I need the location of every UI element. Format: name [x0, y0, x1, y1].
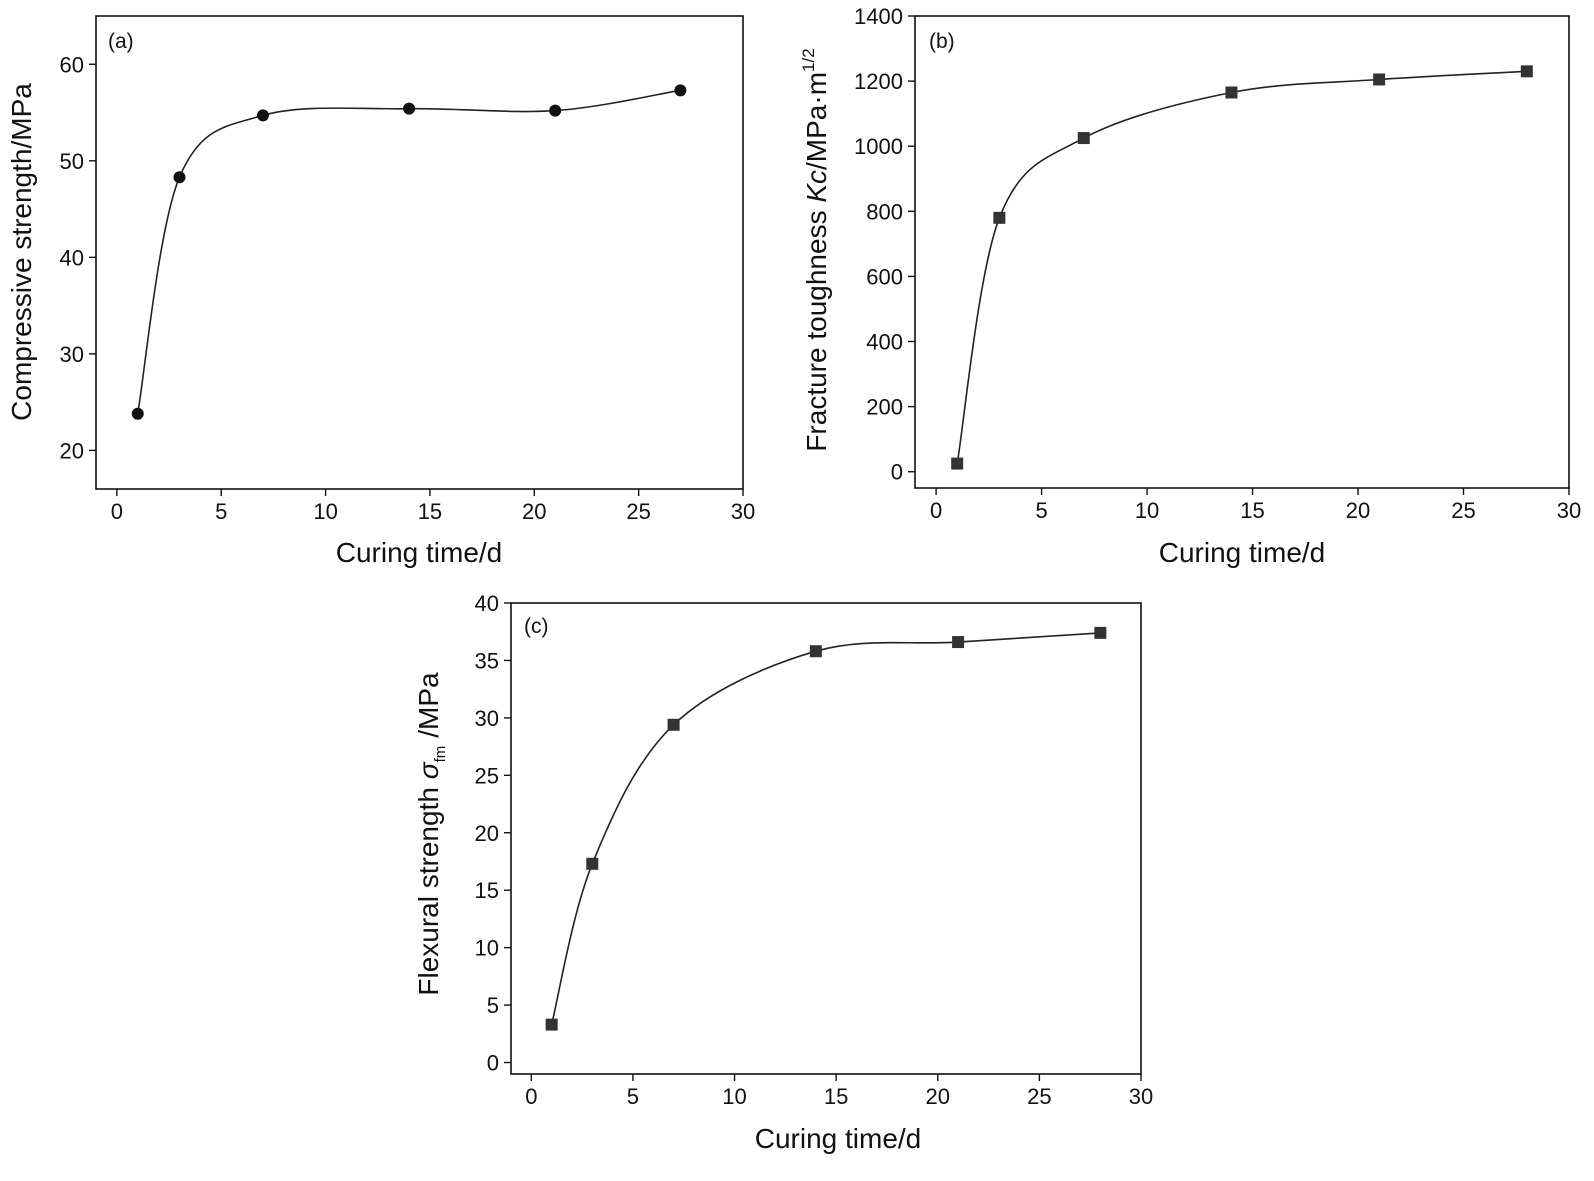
data-point — [545, 1018, 558, 1031]
data-point — [667, 718, 680, 731]
x-tick-label: 0 — [930, 498, 942, 523]
data-point — [403, 102, 416, 115]
panel-c-fit-curve — [550, 632, 1101, 1025]
x-tick-label: 5 — [627, 1084, 639, 1109]
y-tick-label: 35 — [475, 648, 499, 673]
y-tick-label: 50 — [60, 149, 84, 174]
panel-a-compressive-strength: (a) 0 5 10 15 20 25 30 20 30 40 50 60 Curing time/d… — [6, 15, 756, 568]
panel-c-y-title-unit: /MPa — [413, 672, 444, 738]
data-point — [549, 104, 562, 117]
panel-a-x-axis-title: Curing time/d — [336, 537, 503, 568]
panel-a-plot-frame — [95, 15, 744, 490]
panel-b-y-title-unit: /MPa·m — [801, 72, 832, 170]
panel-c-y-title-prefix: Flexural strength — [413, 779, 444, 995]
panel-b-x-axis-title: Curing time/d — [1159, 537, 1326, 568]
panel-c-x-axis-title: Curing time/d — [755, 1123, 922, 1154]
x-tick-label: 25 — [1451, 498, 1475, 523]
x-tick-label: 10 — [1135, 498, 1159, 523]
panel-b-data-points — [951, 65, 1533, 470]
panel-a-data-points — [131, 84, 687, 420]
data-point — [586, 857, 599, 870]
panel-b-y-title-symbol: Kc — [801, 170, 832, 203]
data-point — [256, 109, 269, 122]
data-point — [951, 457, 964, 470]
data-point — [173, 171, 186, 184]
panel-c-y-axis-title: Flexural strength σfm/MPa — [413, 672, 449, 996]
panel-c-flexural-strength: (c) 0 5 10 15 20 25 30 0 5 10 15 20 25 30 35 40 Curing … — [413, 591, 1153, 1154]
panel-a-y-axis-title: Compressive strength/MPa — [6, 83, 37, 421]
data-point — [1094, 626, 1107, 639]
y-tick-label: 0 — [487, 1051, 499, 1076]
x-tick-label: 20 — [1346, 498, 1370, 523]
y-tick-label: 5 — [487, 993, 499, 1018]
y-tick-label: 800 — [866, 199, 903, 224]
x-tick-label: 30 — [1129, 1084, 1153, 1109]
x-tick-label: 5 — [1035, 498, 1047, 523]
y-tick-label: 400 — [866, 330, 903, 355]
panel-b-fracture-toughness: (b) 0 5 10 15 20 25 30 0 200 400 600 800 1000 1200 140… — [799, 4, 1581, 568]
data-point — [674, 84, 687, 97]
panel-b-y-title-prefix: Fracture toughness — [801, 203, 832, 452]
x-tick-label: 30 — [1557, 498, 1581, 523]
x-tick-label: 20 — [522, 499, 546, 524]
data-point — [1225, 86, 1238, 99]
y-tick-label: 20 — [475, 821, 499, 846]
data-point — [1520, 65, 1533, 78]
y-tick-label: 200 — [866, 395, 903, 420]
panel-c-data-points — [545, 626, 1107, 1031]
y-tick-label: 40 — [475, 591, 499, 616]
y-tick-label: 10 — [475, 936, 499, 961]
panel-b-ticks: 0 5 10 15 20 25 30 0 200 400 600 800 1000 1200 1400 — [854, 4, 1581, 523]
x-tick-label: 10 — [722, 1084, 746, 1109]
panel-c-y-title-subscript: fm — [432, 746, 449, 763]
x-tick-label: 20 — [926, 1084, 950, 1109]
y-tick-label: 1000 — [854, 134, 903, 159]
x-tick-label: 25 — [1027, 1084, 1051, 1109]
y-tick-label: 30 — [60, 342, 84, 367]
data-point — [993, 211, 1006, 224]
panel-c-plot-frame — [510, 602, 1142, 1075]
x-tick-label: 15 — [824, 1084, 848, 1109]
y-tick-label: 1400 — [854, 4, 903, 29]
x-tick-label: 25 — [626, 499, 650, 524]
y-tick-label: 0 — [891, 460, 903, 485]
panel-b-y-title-exponent: 1/2 — [799, 48, 818, 72]
data-point — [131, 407, 144, 420]
y-tick-label: 40 — [60, 245, 84, 270]
panel-b-plot-frame — [914, 15, 1570, 489]
y-tick-label: 1200 — [854, 69, 903, 94]
x-tick-label: 30 — [731, 499, 755, 524]
data-point — [809, 645, 822, 658]
panel-c-ticks: 0 5 10 15 20 25 30 0 5 10 15 20 25 30 35 40 — [475, 591, 1154, 1109]
x-tick-label: 0 — [525, 1084, 537, 1109]
data-point — [1077, 132, 1090, 145]
x-tick-label: 15 — [1240, 498, 1264, 523]
panel-b-label: (b) — [929, 30, 955, 53]
y-tick-label: 25 — [475, 763, 499, 788]
panel-b-y-axis-title: Fracture toughness Kc/MPa·m1/2 — [799, 48, 832, 451]
y-tick-label: 15 — [475, 878, 499, 903]
data-point — [952, 636, 965, 649]
x-tick-label: 0 — [111, 499, 123, 524]
y-tick-label: 600 — [866, 264, 903, 289]
x-tick-label: 5 — [215, 499, 227, 524]
panel-a-fit-curve — [136, 89, 681, 414]
x-tick-label: 10 — [313, 499, 337, 524]
panel-a-label: (a) — [108, 30, 134, 53]
panel-c-label: (c) — [524, 615, 549, 638]
panel-a-ticks: 0 5 10 15 20 25 30 20 30 40 50 60 — [60, 52, 756, 524]
data-point — [1373, 73, 1386, 86]
x-tick-label: 15 — [418, 499, 442, 524]
panel-c-y-title-symbol: σ — [413, 761, 444, 779]
y-tick-label: 30 — [475, 706, 499, 731]
panel-b-fit-curve — [956, 70, 1527, 464]
y-tick-label: 60 — [60, 52, 84, 77]
y-tick-label: 20 — [60, 438, 84, 463]
